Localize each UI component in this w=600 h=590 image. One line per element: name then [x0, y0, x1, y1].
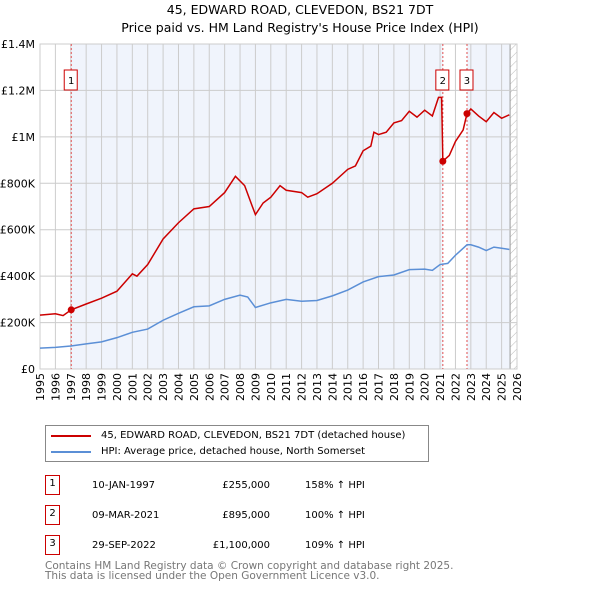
sale-marker-label: 3 — [464, 76, 470, 87]
x-tick-label: 2011 — [280, 373, 293, 401]
x-tick-label: 2025 — [496, 373, 509, 401]
legend-swatch-red — [51, 434, 91, 437]
sale-price: £1,100,000 — [212, 540, 270, 551]
plot: 1995 1996 1997 1998 1999 2000 2001 2002 2003 2004… — [0, 38, 524, 401]
legend-item-hpi: HPI: Average price, detached house, Nort… — [46, 446, 365, 457]
sale-number: 2 — [45, 505, 60, 525]
sale-hpi: 100% ↑ HPI — [305, 510, 365, 521]
sale-point — [439, 157, 447, 165]
x-tick-label: 1999 — [96, 373, 109, 401]
x-tick-label: 2016 — [357, 373, 370, 401]
x-tick-label: 1995 — [34, 373, 47, 401]
x-tick-label: 2013 — [311, 373, 324, 401]
sale-row: 2 09-MAR-2021 £895,000 100% ↑ HPI — [45, 505, 465, 527]
x-tick-label: 2012 — [296, 373, 309, 401]
shaded-region — [466, 44, 511, 369]
forecast-region — [510, 44, 517, 369]
sale-point — [67, 306, 75, 314]
x-tick-label: 1997 — [65, 373, 78, 401]
x-tick-label: 2008 — [234, 373, 247, 401]
sale-hpi: 109% ↑ HPI — [305, 540, 365, 551]
legend-swatch-blue — [51, 450, 91, 453]
x-tick-label: 1998 — [80, 373, 93, 401]
x-tick-label: 2000 — [111, 373, 124, 401]
sale-marker-label: 2 — [440, 76, 446, 87]
x-tick-label: 2021 — [434, 373, 447, 401]
legend-label: 45, EDWARD ROAD, CLEVEDON, BS21 7DT (det… — [101, 430, 406, 441]
sale-marker-box — [459, 69, 474, 91]
x-tick-label: 1996 — [49, 373, 62, 401]
chart-subtitle: Price paid vs. HM Land Registry's House … — [121, 20, 479, 35]
x-tick-label: 2001 — [126, 373, 139, 401]
y-tick-label: £1.2M — [1, 84, 35, 97]
sale-hpi: 158% ↑ HPI — [305, 480, 365, 491]
sale-marker-label: 1 — [68, 76, 74, 87]
x-tick-label: 2014 — [326, 373, 339, 401]
x-tick-label: 2003 — [157, 373, 170, 401]
sale-row: 1 10-JAN-1997 £255,000 158% ↑ HPI — [45, 475, 465, 497]
series-line — [39, 244, 510, 349]
x-tick-label: 2017 — [373, 373, 386, 401]
x-tick-label: 2005 — [188, 373, 201, 401]
sale-marker-box — [63, 69, 78, 91]
y-tick-label: £800K — [0, 177, 36, 190]
x-tick-label: 2024 — [480, 373, 493, 401]
x-tick-label: 2023 — [465, 373, 478, 401]
x-tick-label: 2006 — [203, 373, 216, 401]
x-tick-label: 2022 — [449, 373, 462, 401]
sale-date: 10-JAN-1997 — [92, 480, 156, 491]
chart-title: 45, EDWARD ROAD, CLEVEDON, BS21 7DT — [166, 2, 434, 17]
sale-price: £255,000 — [222, 480, 270, 491]
y-tick-label: £1M — [12, 131, 36, 144]
x-tick-label: 2002 — [142, 373, 155, 401]
x-tick-label: 2007 — [219, 373, 232, 401]
x-tick-label: 2019 — [403, 373, 416, 401]
sale-number: 3 — [45, 535, 60, 555]
sale-date: 09-MAR-2021 — [92, 510, 160, 521]
footer-line-1: Contains HM Land Registry data © Crown c… — [45, 560, 454, 572]
sale-price: £895,000 — [222, 510, 270, 521]
x-tick-label: 2015 — [342, 373, 355, 401]
y-tick-label: £200K — [0, 317, 36, 330]
y-tick-label: £1.4M — [1, 38, 35, 51]
sale-marker-box — [435, 69, 450, 91]
footer-line-2: This data is licensed under the Open Gov… — [45, 570, 380, 582]
x-tick-label: 2020 — [419, 373, 432, 401]
sale-point — [463, 110, 471, 118]
y-tick-label: £0 — [21, 363, 35, 376]
x-tick-label: 2009 — [249, 373, 262, 401]
x-tick-label: 2018 — [388, 373, 401, 401]
y-tick-label: £400K — [0, 270, 36, 283]
plot-border — [39, 43, 518, 370]
legend: 45, EDWARD ROAD, CLEVEDON, BS21 7DT (det… — [45, 425, 429, 462]
shaded-region — [71, 44, 443, 369]
sale-row: 3 29-SEP-2022 £1,100,000 109% ↑ HPI — [45, 535, 465, 557]
x-tick-label: 2026 — [511, 373, 524, 401]
series-line — [39, 96, 510, 317]
legend-item-property: 45, EDWARD ROAD, CLEVEDON, BS21 7DT (det… — [46, 430, 405, 441]
y-tick-label: £600K — [0, 224, 36, 237]
x-tick-label: 2004 — [172, 373, 185, 401]
legend-label: HPI: Average price, detached house, Nort… — [101, 446, 366, 457]
x-tick-label: 2010 — [265, 373, 278, 401]
sale-date: 29-SEP-2022 — [92, 540, 156, 551]
sale-number: 1 — [45, 475, 60, 495]
